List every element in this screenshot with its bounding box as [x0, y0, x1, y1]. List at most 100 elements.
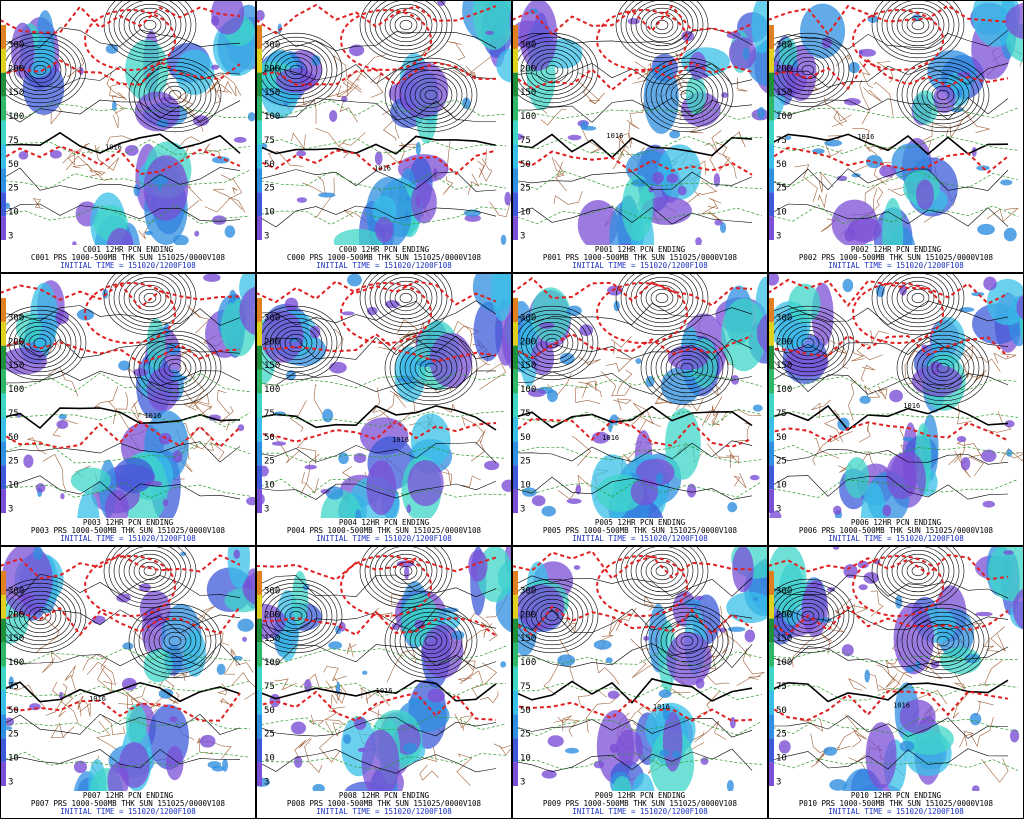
isobar [655, 292, 669, 304]
boundary-line [705, 405, 720, 422]
precip-area [721, 92, 728, 98]
isobar [128, 603, 222, 679]
precip-area [349, 44, 365, 57]
boundary-line [79, 701, 91, 717]
thickness-line [0, 647, 251, 665]
isobar [143, 565, 157, 577]
boundary-line [477, 149, 487, 178]
isobar [0, 309, 82, 377]
precip-area [721, 298, 767, 372]
colorbar-swatch [256, 489, 262, 513]
colorbar-label: 200 [264, 610, 280, 620]
precip-area [416, 360, 435, 367]
colorbar-swatch [512, 369, 518, 394]
thickness-540-line [852, 555, 944, 617]
precip-area [134, 91, 181, 132]
colorbar-label: 150 [264, 361, 280, 371]
panel-border [256, 0, 512, 273]
thickness-line [512, 683, 763, 700]
isobar [148, 346, 202, 390]
boundary-line [216, 389, 230, 415]
boundary-line [707, 197, 722, 209]
thickness-540-line [84, 282, 176, 344]
precip-area [617, 243, 634, 245]
colorbar-swatch [512, 738, 518, 763]
panel-border [512, 273, 768, 546]
isobar [264, 317, 328, 369]
boundary-line [141, 694, 165, 707]
precip-area [911, 365, 963, 397]
isobar [512, 62, 753, 86]
isobar [512, 582, 594, 650]
isobar [409, 623, 453, 659]
precip-area [1006, 449, 1013, 457]
isobar [143, 19, 157, 31]
boundary-line [308, 714, 325, 726]
colorbar-swatch [512, 666, 518, 691]
colorbar-swatch [0, 345, 6, 370]
isobar [133, 334, 217, 402]
colorbar-label: 100 [776, 385, 792, 395]
boundary-line [360, 686, 371, 699]
precip-area [224, 225, 236, 238]
isobar [0, 305, 241, 326]
boundary-line [419, 764, 440, 781]
boundary-line [231, 672, 256, 700]
precip-area [501, 310, 512, 371]
map-panel: 1016 3 10 25 50 75 100 150 200 300 P002 12HR PCN E… [768, 0, 1024, 273]
boundary-line [794, 164, 818, 203]
isobar [404, 619, 458, 663]
boundary-line [220, 697, 235, 707]
isobar [274, 598, 318, 634]
boundary-line [464, 628, 489, 656]
thickness-540-line [256, 280, 497, 306]
precip-area [104, 489, 129, 518]
precip-area [728, 36, 757, 70]
precip-area [677, 185, 687, 196]
precip-area [700, 757, 709, 765]
isobar [896, 280, 940, 316]
boundary-line [859, 79, 871, 125]
boundary-line [447, 41, 466, 61]
boundary-line [467, 173, 480, 195]
isobar [256, 442, 497, 463]
thickness-540-line [768, 146, 1009, 174]
isobar [424, 362, 438, 374]
isobar [279, 329, 313, 357]
panel-product: P003 PRS 1000-500MB THK SUN 151025/0000V… [31, 526, 226, 535]
isobar [891, 549, 945, 593]
precip-area [172, 450, 183, 463]
isobar [256, 644, 497, 669]
boundary-line [452, 320, 473, 348]
isobar [138, 611, 212, 671]
isobar [936, 635, 950, 647]
boundary-line [331, 328, 344, 353]
boundary-line [736, 676, 761, 686]
colorbar-swatch [0, 120, 6, 145]
precip-area [531, 495, 546, 507]
thickness-540-line [512, 697, 753, 722]
precip-area [407, 459, 444, 507]
boundary-line [452, 65, 477, 78]
map-panel: 1016 3 10 25 50 75 100 150 200 300 P010 12HR PCN E… [768, 546, 1024, 819]
isobar [256, 169, 497, 192]
isobar [525, 48, 579, 92]
isobar [916, 619, 970, 663]
panel-header: P004 12HR PCN ENDING [339, 518, 430, 527]
isobar [535, 56, 569, 84]
isobar [796, 333, 820, 353]
precip-area [296, 197, 308, 203]
map-area: 1016 [0, 0, 256, 245]
map-panel: 1016 3 10 25 50 75 100 150 200 300 P006 12HR PCN E… [768, 273, 1024, 546]
colorbar-swatch [512, 441, 518, 466]
colorbar-swatch [512, 642, 518, 667]
thickness-line [0, 139, 251, 155]
isobar [655, 342, 719, 394]
colorbar-swatch [256, 216, 262, 240]
precip-area [106, 227, 134, 245]
panel-initial-time: INITIAL TIME = 151020/1200F108 [828, 807, 964, 816]
thickness-line [256, 170, 507, 190]
thickness-540-line [768, 4, 1009, 36]
precip-area [986, 278, 1024, 326]
